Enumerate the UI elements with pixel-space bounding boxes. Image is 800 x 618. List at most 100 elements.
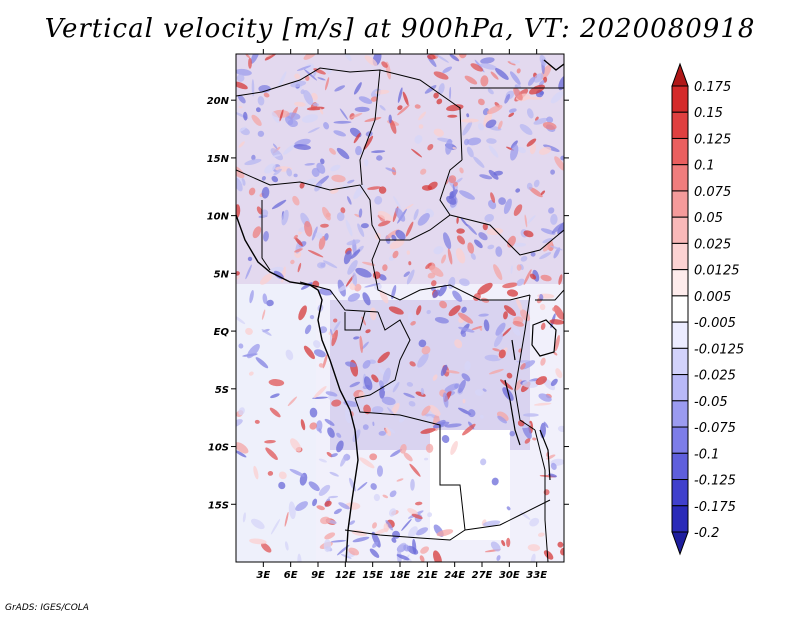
colorbar-label: -0.1 xyxy=(694,447,719,462)
field-speckle xyxy=(491,477,499,486)
field-speckle xyxy=(522,380,539,388)
field-speckle xyxy=(506,537,511,548)
field-speckle xyxy=(336,440,344,453)
field-speckle xyxy=(440,364,448,377)
field-speckle xyxy=(448,175,457,184)
field-speckle xyxy=(406,545,419,555)
field-speckle xyxy=(350,112,363,119)
field-speckle xyxy=(514,84,522,88)
field-speckle xyxy=(446,104,464,112)
field-speckle xyxy=(403,271,411,277)
field-speckle xyxy=(527,544,541,552)
field-speckle xyxy=(376,155,383,161)
field-speckle xyxy=(364,376,373,391)
field-speckle xyxy=(529,143,537,155)
field-speckle xyxy=(333,318,338,323)
field-speckle xyxy=(410,478,415,491)
field-speckle xyxy=(248,371,254,376)
field-speckle xyxy=(315,232,323,239)
field-speckle xyxy=(477,123,485,131)
field-speckle xyxy=(318,484,331,496)
colorbar-swatch xyxy=(671,242,689,271)
field-speckle xyxy=(482,388,487,392)
field-speckle xyxy=(403,203,414,211)
border-benin xyxy=(261,200,271,271)
field-speckle xyxy=(427,54,436,60)
field-speckle xyxy=(238,407,245,416)
field-speckle xyxy=(252,226,262,239)
field-speckle xyxy=(369,307,377,321)
field-speckle xyxy=(244,158,262,166)
field-speckle xyxy=(284,511,289,527)
field-speckle xyxy=(548,473,557,478)
field-speckle xyxy=(379,290,389,304)
field-speckle xyxy=(318,428,322,434)
field-speckle xyxy=(502,282,518,289)
field-speckle xyxy=(346,239,361,246)
field-speckle xyxy=(415,391,426,397)
field-speckle xyxy=(388,255,395,261)
field-speckle xyxy=(304,63,315,72)
field-speckle xyxy=(333,120,352,124)
field-speckle xyxy=(416,305,422,316)
field-speckle xyxy=(249,290,254,304)
field-speckle xyxy=(490,192,496,203)
field-speckle xyxy=(323,260,338,269)
colorbar-label: 0.125 xyxy=(694,132,731,147)
field-speckle xyxy=(424,457,429,461)
field-speckle xyxy=(283,144,296,155)
lon-tick-label: 24E xyxy=(444,570,465,581)
field-speckle xyxy=(462,121,473,136)
field-speckle xyxy=(372,522,377,529)
field-speckle xyxy=(270,518,281,535)
field-speckle xyxy=(482,520,501,527)
field-speckle xyxy=(523,269,532,285)
field-speckle xyxy=(493,264,503,281)
field-speckle xyxy=(525,96,543,100)
field-speckle xyxy=(520,309,531,322)
field-speckle xyxy=(421,185,433,191)
colorbar-top-arrow xyxy=(671,62,689,87)
field-speckle xyxy=(272,154,282,158)
field-speckle xyxy=(542,121,557,130)
field-speckle xyxy=(381,396,396,406)
colorbar-swatch xyxy=(671,216,689,244)
colorbar-label: -0.075 xyxy=(694,421,736,436)
field-speckle xyxy=(448,276,456,289)
field-speckle xyxy=(350,249,361,259)
field-speckle xyxy=(490,541,501,552)
field-speckle xyxy=(441,254,447,264)
field-speckle xyxy=(447,114,458,118)
field-speckle xyxy=(431,280,437,287)
field-speckle xyxy=(405,221,414,237)
field-speckle xyxy=(549,319,564,325)
field-speckle xyxy=(433,92,439,99)
field-speckle xyxy=(397,104,410,116)
field-speckle xyxy=(480,458,487,466)
field-speckle xyxy=(426,309,431,315)
field-speckle xyxy=(558,75,564,91)
colorbar-label: 0.05 xyxy=(694,211,723,226)
field-speckle xyxy=(484,354,502,362)
field-speckle xyxy=(391,537,397,543)
colorbar-swatch xyxy=(671,164,689,192)
field-speckle xyxy=(406,250,411,255)
field-speckle xyxy=(533,179,540,188)
lon-tick-label: 9E xyxy=(311,570,325,581)
field-speckle xyxy=(255,357,269,369)
field-speckle xyxy=(413,208,419,221)
lon-tick-label: 12E xyxy=(335,570,356,581)
field-speckle xyxy=(266,299,274,307)
field-speckle xyxy=(539,252,552,260)
field-speckle xyxy=(388,114,392,124)
field-speckle xyxy=(362,292,371,306)
field-speckle xyxy=(300,419,306,431)
field-speckle xyxy=(263,231,269,242)
field-speckle xyxy=(378,186,387,194)
field-speckle xyxy=(297,262,302,273)
field-speckle xyxy=(294,101,306,107)
field-speckle xyxy=(445,138,453,155)
colorbar-swatch xyxy=(671,137,689,166)
colorbar-label: -0.05 xyxy=(694,395,728,410)
field-speckle xyxy=(307,249,324,258)
